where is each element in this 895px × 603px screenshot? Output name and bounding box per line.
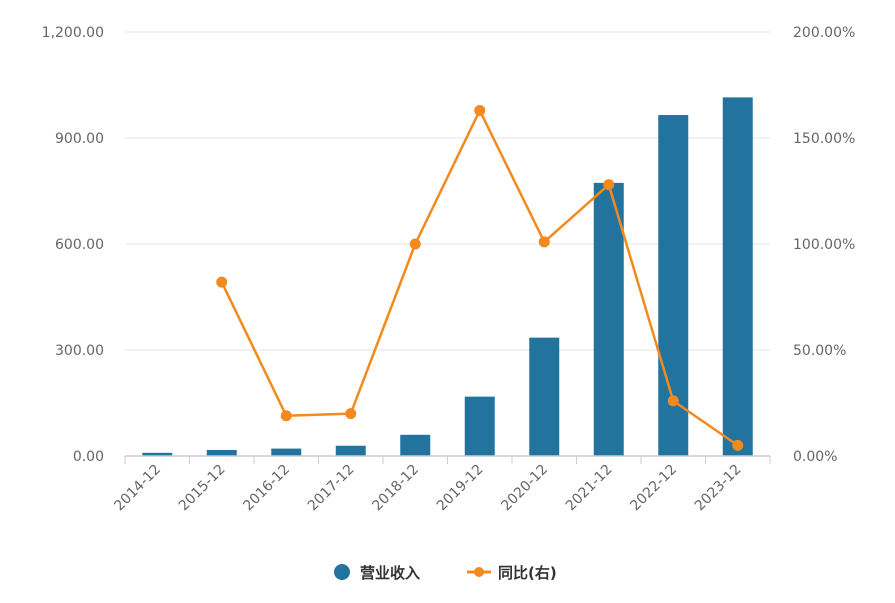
- x-tick-label: 2021-12: [563, 462, 616, 515]
- yoy-point: [280, 410, 292, 422]
- yoy-point: [216, 276, 228, 288]
- yoy-point: [474, 104, 486, 116]
- bar: [464, 396, 495, 456]
- y-left-tick-label: 600.00: [55, 237, 104, 253]
- legend-marker-yoy-dot: [474, 567, 484, 577]
- y-left-tick-label: 300.00: [55, 343, 104, 359]
- y-left-tick-label: 1,200.00: [42, 25, 104, 41]
- bar: [142, 452, 173, 456]
- yoy-point: [667, 395, 679, 407]
- bar: [206, 449, 237, 456]
- x-tick-label: 2015-12: [176, 462, 229, 515]
- yoy-point: [603, 179, 615, 191]
- x-axis: 2014-12 2015-12 2016-12 2017-12 2018-12 2019-…: [111, 455, 771, 515]
- bar: [335, 445, 366, 456]
- legend: 营业收入 同比(右): [334, 564, 557, 582]
- legend-marker-revenue: [334, 564, 350, 580]
- x-tick-label: 2022-12: [627, 462, 680, 515]
- y-left-tick-label: 900.00: [55, 131, 104, 147]
- x-tick-label: 2020-12: [498, 462, 551, 515]
- yoy-point: [345, 408, 357, 420]
- y-right-tick-label: 50.00%: [793, 343, 846, 359]
- y-right-tick-label: 100.00%: [793, 237, 855, 253]
- bar: [593, 182, 624, 456]
- x-tick-label: 2014-12: [111, 462, 164, 515]
- x-tick-label: 2017-12: [305, 462, 358, 515]
- y-left-tick-label: 0.00: [73, 449, 104, 465]
- yoy-point: [732, 439, 744, 451]
- x-tick-label: 2019-12: [434, 462, 487, 515]
- x-tick-label: 2016-12: [240, 462, 293, 515]
- bar: [529, 337, 560, 456]
- x-tick-label: 2018-12: [369, 462, 422, 515]
- y-axis-right: 0.00% 50.00% 100.00% 150.00% 200.00%: [793, 25, 855, 465]
- y-right-tick-label: 0.00%: [793, 449, 837, 465]
- yoy-point: [538, 236, 550, 248]
- x-tick-label: 2023-12: [692, 462, 745, 515]
- yoy-point: [409, 238, 421, 250]
- bar: [271, 448, 302, 456]
- bar-series: [142, 97, 753, 457]
- legend-label-revenue: 营业收入: [360, 564, 420, 582]
- y-right-tick-label: 150.00%: [793, 131, 855, 147]
- bar: [400, 434, 431, 456]
- line-series: [216, 104, 744, 451]
- y-right-tick-label: 200.00%: [793, 25, 855, 41]
- legend-label-yoy: 同比(右): [498, 564, 557, 582]
- bar: [722, 97, 753, 456]
- y-axis-left: 0.00 300.00 600.00 900.00 1,200.00: [42, 25, 104, 465]
